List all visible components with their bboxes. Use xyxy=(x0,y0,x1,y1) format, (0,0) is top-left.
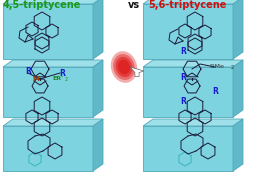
Polygon shape xyxy=(143,60,243,67)
Text: 2: 2 xyxy=(65,77,68,82)
Polygon shape xyxy=(93,119,103,171)
Polygon shape xyxy=(3,0,103,4)
Text: R: R xyxy=(59,70,65,78)
Polygon shape xyxy=(3,67,93,117)
Ellipse shape xyxy=(111,51,137,83)
Polygon shape xyxy=(3,4,93,59)
Text: 4,5-triptycene: 4,5-triptycene xyxy=(3,0,81,10)
Text: R: R xyxy=(212,87,218,95)
Polygon shape xyxy=(93,60,103,117)
Text: 2: 2 xyxy=(231,65,234,70)
Text: ER': ER' xyxy=(52,77,63,81)
Text: R: R xyxy=(25,67,31,75)
Text: R: R xyxy=(180,73,186,81)
Polygon shape xyxy=(3,119,103,126)
Polygon shape xyxy=(143,4,233,59)
Polygon shape xyxy=(3,60,103,67)
Polygon shape xyxy=(93,0,103,59)
Text: R: R xyxy=(180,97,186,105)
Text: M: M xyxy=(33,76,39,82)
Ellipse shape xyxy=(113,54,135,80)
Polygon shape xyxy=(233,60,243,117)
Polygon shape xyxy=(143,0,243,4)
Polygon shape xyxy=(233,0,243,59)
Polygon shape xyxy=(130,67,144,77)
Ellipse shape xyxy=(116,57,132,77)
Text: SiMe: SiMe xyxy=(210,64,225,70)
Text: 5,6-triptycene: 5,6-triptycene xyxy=(148,0,226,10)
Text: R: R xyxy=(180,46,186,56)
Ellipse shape xyxy=(118,60,130,74)
Polygon shape xyxy=(143,119,243,126)
Polygon shape xyxy=(143,126,233,171)
Polygon shape xyxy=(3,126,93,171)
Polygon shape xyxy=(143,67,233,117)
Text: vs: vs xyxy=(128,0,140,10)
Polygon shape xyxy=(233,119,243,171)
